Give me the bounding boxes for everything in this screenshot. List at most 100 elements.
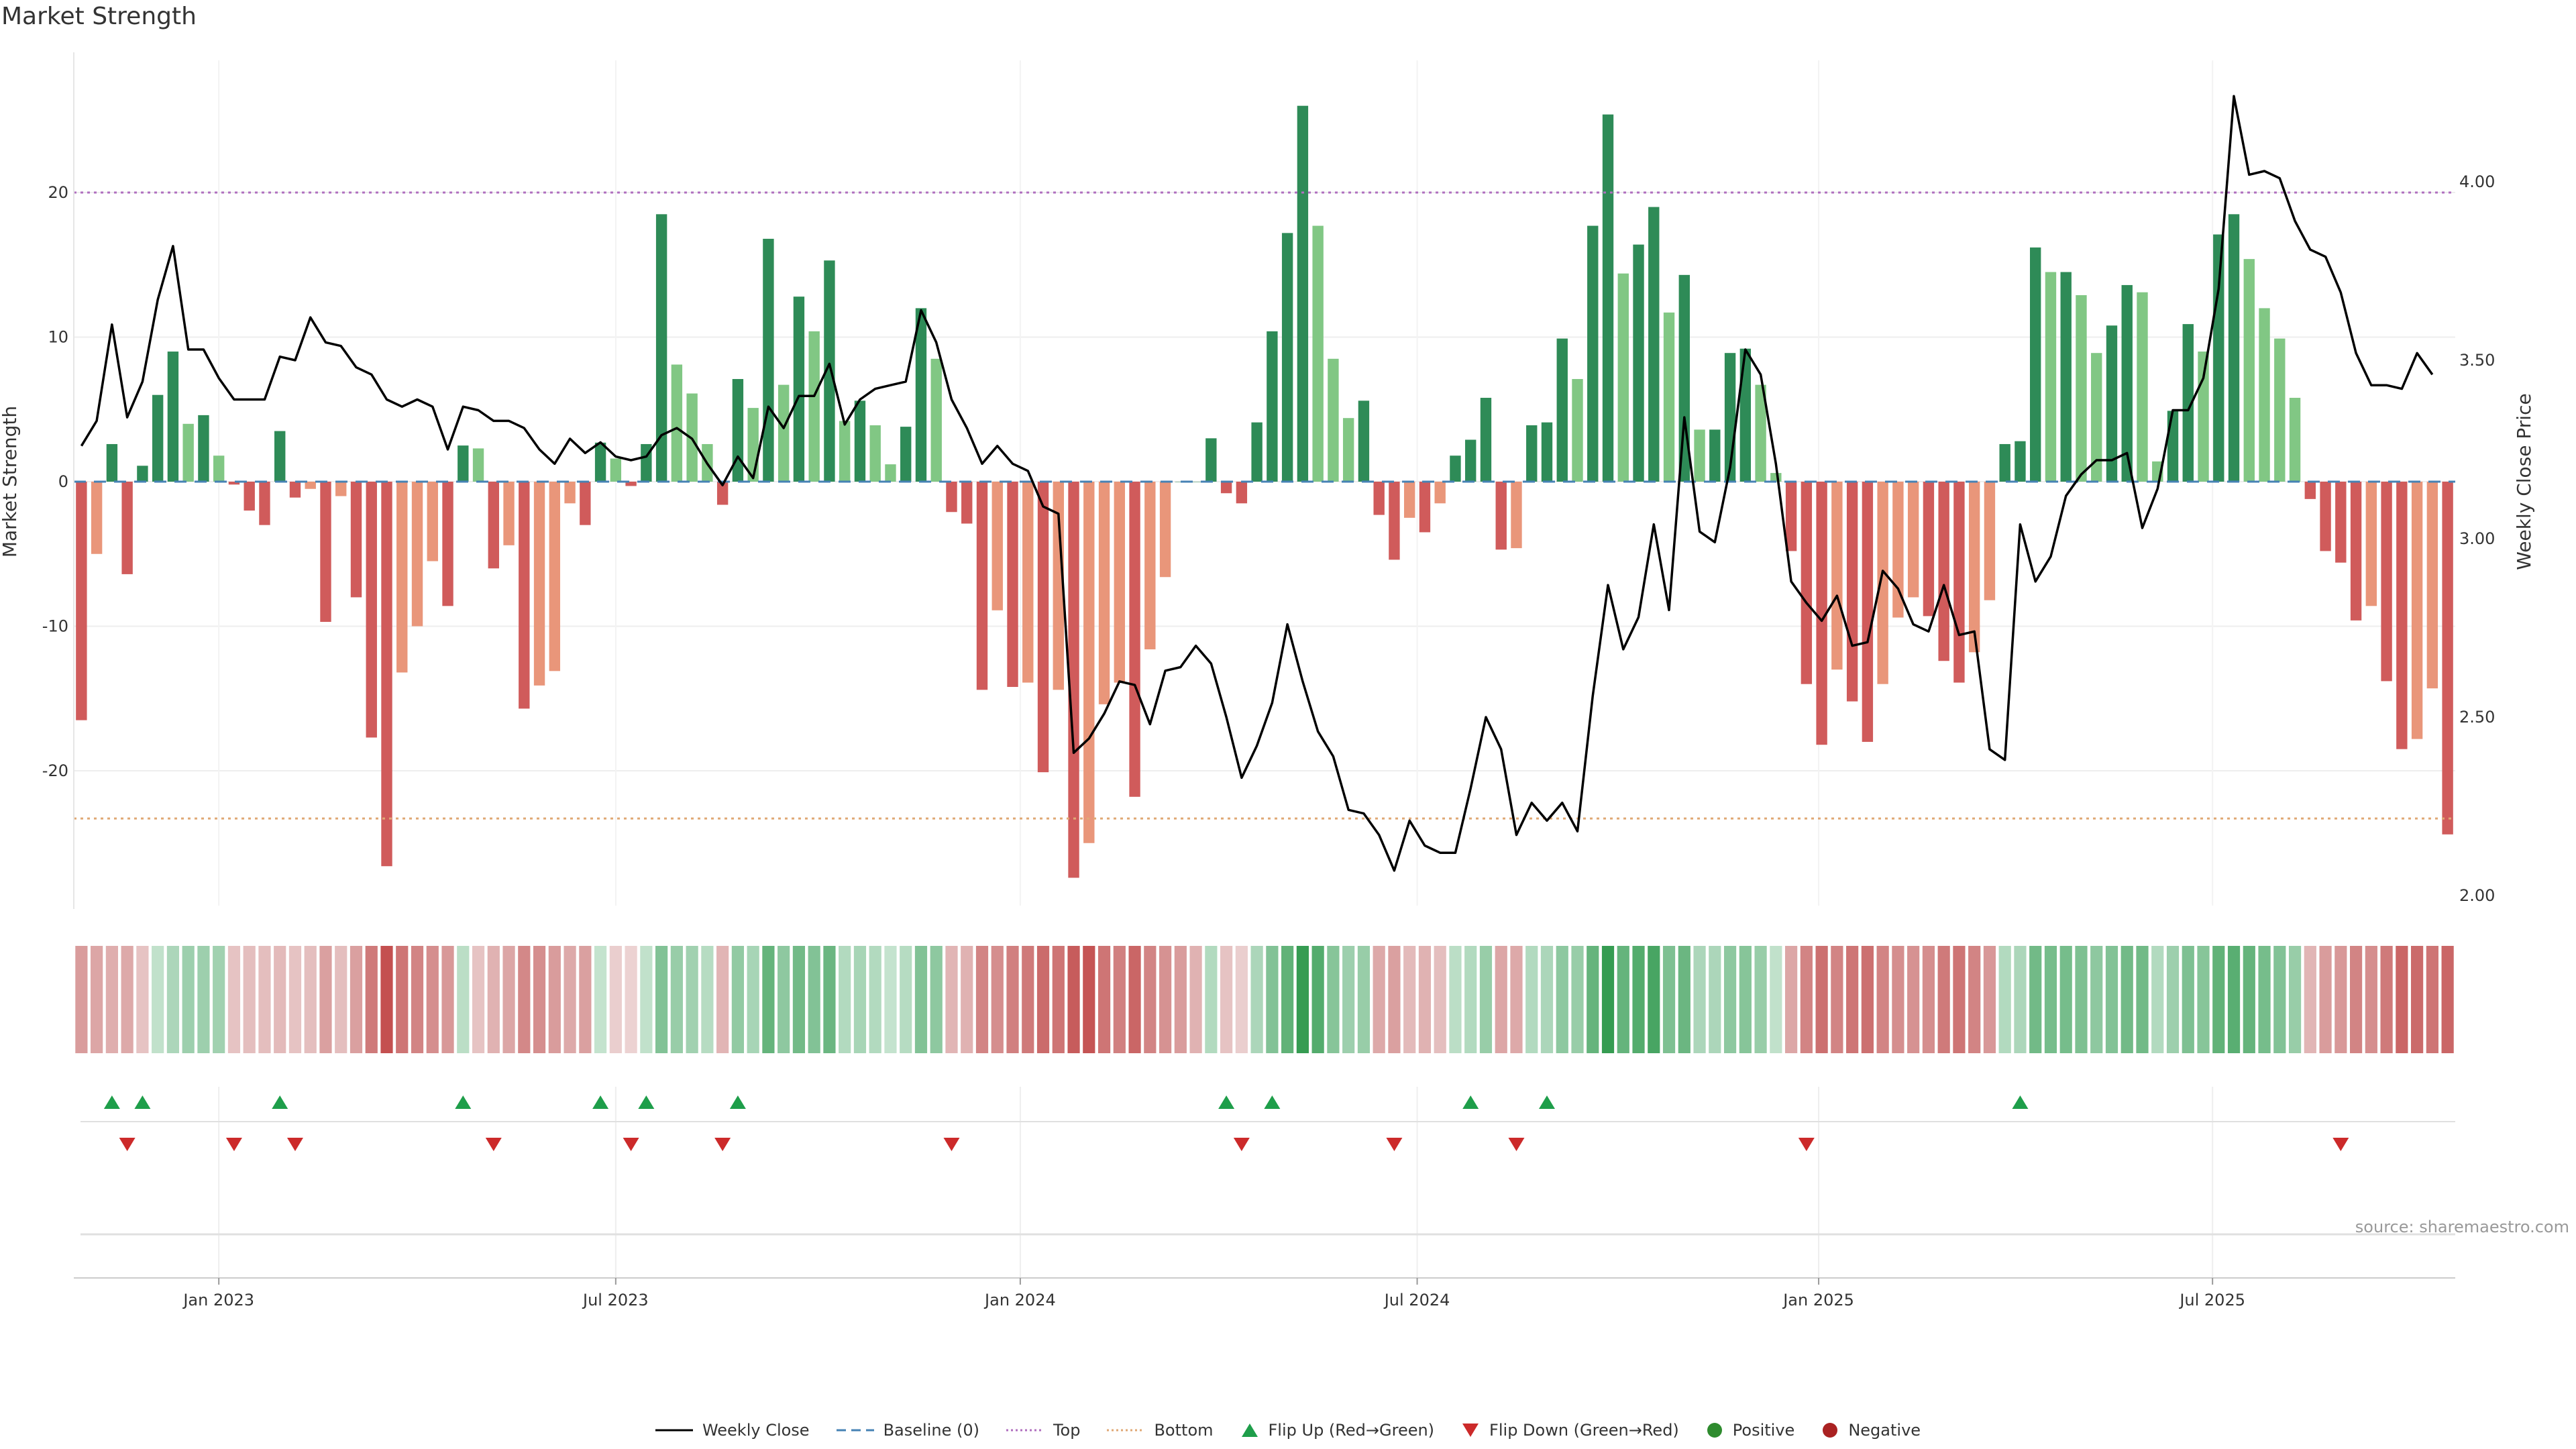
strength-bar: [2213, 234, 2224, 482]
heat-cell: [1968, 946, 1981, 1053]
x-tick-label: Jul 2023: [582, 1291, 649, 1309]
heat-cell: [884, 946, 897, 1053]
strength-bar: [305, 482, 316, 489]
line-dotted-orange-icon: [1107, 1429, 1145, 1432]
heat-cell: [1434, 946, 1446, 1053]
heat-cell: [2243, 946, 2255, 1053]
heat-cell: [1587, 946, 1599, 1053]
strength-bar: [2228, 214, 2240, 482]
heat-cell: [747, 946, 759, 1053]
strength-bar: [244, 482, 255, 511]
strength-bar: [549, 482, 561, 672]
heat-cell: [121, 946, 133, 1053]
flip-up-marker: [272, 1095, 288, 1109]
strength-bar: [2426, 482, 2438, 689]
heat-cell: [1662, 946, 1676, 1053]
legend-item-baseline: Baseline (0): [836, 1421, 979, 1440]
strength-bar: [946, 482, 957, 513]
heat-cell: [1892, 946, 1904, 1053]
strength-bar: [594, 442, 606, 482]
flip-up-marker: [729, 1095, 746, 1109]
heat-cell: [1418, 946, 1432, 1053]
heat-cell: [2334, 946, 2347, 1053]
strength-bar: [442, 482, 453, 606]
heat-cell: [1571, 946, 1584, 1053]
strength-bar: [1556, 338, 1568, 482]
heat-cell: [1983, 946, 1996, 1053]
strength-bar: [2411, 482, 2423, 739]
heat-cell: [1006, 946, 1019, 1053]
strength-bar: [198, 415, 209, 482]
red-dot-icon: [1823, 1423, 1838, 1438]
strength-bar: [824, 260, 835, 482]
heat-cell: [579, 946, 592, 1053]
strength-bar: [1923, 482, 1935, 616]
heat-cell: [1648, 946, 1660, 1053]
heat-cell: [762, 946, 775, 1053]
legend-label: Baseline (0): [883, 1421, 979, 1440]
strength-bar: [1648, 207, 1660, 482]
strength-bar: [2121, 284, 2133, 482]
heat-cell: [777, 946, 790, 1053]
x-tick-label: Jan 2024: [983, 1291, 1056, 1309]
heat-cell: [1754, 946, 1767, 1053]
heat-cell: [1159, 946, 1172, 1053]
strength-bar: [1617, 273, 1629, 482]
heat-cell: [335, 946, 347, 1053]
strength-bar: [1892, 482, 1904, 618]
heat-cell: [1097, 946, 1111, 1053]
flip-down-marker: [485, 1138, 502, 1151]
strength-bar: [1312, 225, 1324, 482]
flip-down-marker: [225, 1138, 242, 1151]
strength-bar: [213, 455, 225, 482]
strength-bar: [366, 482, 377, 738]
strength-bar: [1068, 482, 1079, 878]
y-tick-label: 20: [48, 183, 68, 202]
strength-bar: [1770, 473, 1782, 482]
heat-cell: [2288, 946, 2302, 1053]
heat-cell: [2044, 946, 2057, 1053]
flip-up-marker: [134, 1095, 151, 1109]
heat-cell: [91, 946, 103, 1053]
strength-bar: [2091, 353, 2102, 482]
heat-cell: [686, 946, 698, 1053]
heat-cell: [1739, 946, 1752, 1053]
strength-bar: [1846, 482, 1858, 702]
legend-item-positive: Positive: [1706, 1421, 1794, 1440]
strength-bar: [1633, 244, 1644, 482]
strength-bar: [396, 482, 408, 673]
line-dashed-icon: [836, 1429, 874, 1432]
strength-bar: [2259, 308, 2270, 482]
heat-cell: [1800, 946, 1813, 1053]
heat-cell: [2029, 946, 2042, 1053]
flip-down-marker: [623, 1138, 639, 1151]
strength-bar: [1709, 429, 1721, 482]
flip-up-marker: [455, 1095, 472, 1109]
price-line-layer: [80, 95, 2434, 872]
strength-bar: [793, 297, 805, 482]
strength-bar: [1785, 482, 1797, 551]
heat-cell: [304, 946, 317, 1053]
heat-cell: [243, 946, 256, 1053]
strength-bar: [1098, 482, 1110, 704]
heat-cell: [1479, 946, 1493, 1053]
heat-cell: [502, 946, 515, 1053]
strength-bar: [1862, 482, 1874, 742]
y-axis-title: Market Strength: [0, 406, 21, 557]
flip-up-marker: [592, 1095, 609, 1109]
strength-bars: [76, 105, 2453, 878]
heat-cell: [1205, 946, 1218, 1053]
heat-cell: [961, 946, 973, 1053]
strength-bar: [610, 458, 622, 482]
heat-cell: [548, 946, 561, 1053]
heat-cell: [701, 946, 714, 1053]
heat-cell: [1281, 946, 1294, 1053]
strength-bar: [137, 466, 148, 482]
heat-cell: [2121, 946, 2133, 1053]
heat-cell: [869, 946, 881, 1053]
strength-bar: [1220, 482, 1232, 494]
heat-cell: [1083, 946, 1095, 1053]
heat-cell: [1846, 946, 1859, 1053]
x-tick-label: Jan 2023: [182, 1291, 254, 1309]
